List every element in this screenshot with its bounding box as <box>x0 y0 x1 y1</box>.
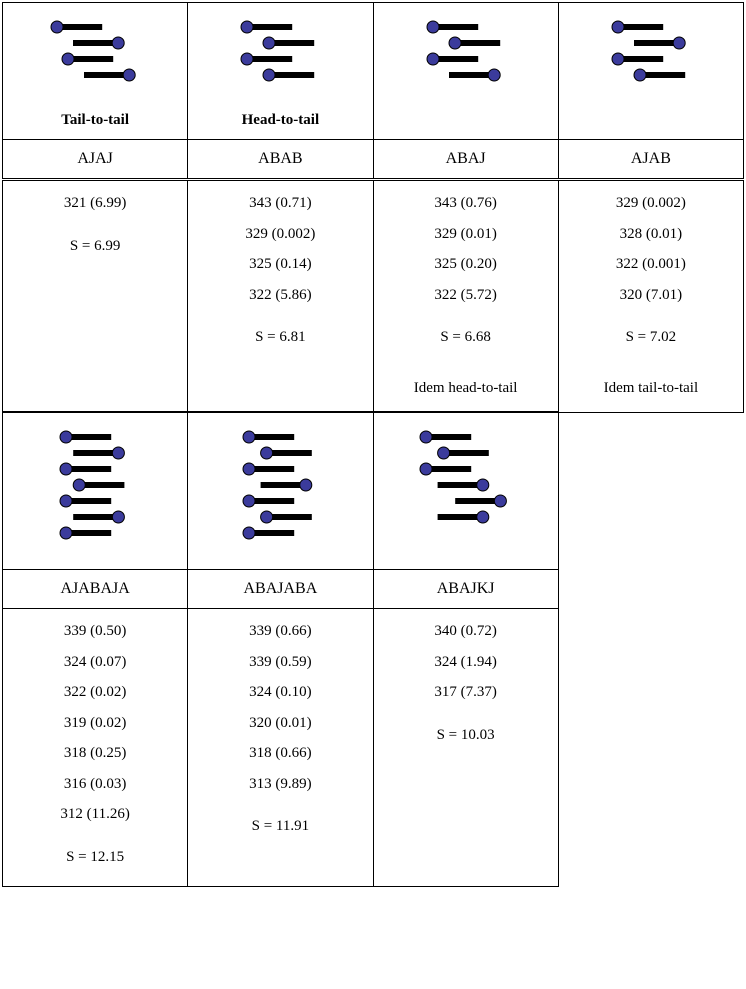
value-line: 324 (0.07) <box>7 654 183 671</box>
value-line: 322 (0.02) <box>7 684 183 701</box>
value-line: 325 (0.14) <box>192 256 368 273</box>
diagram-icon <box>235 423 325 547</box>
diagram-icon <box>52 423 138 547</box>
value-line: 343 (0.76) <box>378 195 554 212</box>
idem-line <box>192 380 368 397</box>
value-line: 328 (0.01) <box>563 226 739 243</box>
idem-line <box>7 289 183 306</box>
data-cell: 339 (0.50) 324 (0.07) 322 (0.02) 319 (0.02)… <box>3 609 188 887</box>
s-line: S = 6.68 <box>378 329 554 346</box>
value-line: 318 (0.66) <box>192 745 368 762</box>
diagram-cell-b2 <box>373 412 558 570</box>
idem-line: Idem head-to-tail <box>378 380 554 397</box>
diagram-icon <box>604 13 698 89</box>
empty-cell <box>558 609 743 887</box>
value-line: 318 (0.25) <box>7 745 183 762</box>
top-code-row: AJAJ ABAB ABAJ AJAB <box>3 140 744 180</box>
bottom-diagram-row <box>3 412 744 570</box>
value-line: 339 (0.50) <box>7 623 183 640</box>
diagram-icon <box>412 423 520 531</box>
s-line: S = 6.81 <box>192 329 368 346</box>
idem-line: Idem tail-to-tail <box>563 380 739 397</box>
code-cell: ABAB <box>188 140 373 180</box>
value-line: 329 (0.002) <box>563 195 739 212</box>
data-cell: 343 (0.76) 329 (0.01) 325 (0.20) 322 (5.72)… <box>373 180 558 413</box>
s-line: S = 6.99 <box>7 238 183 255</box>
diagram-cell-3 <box>558 3 743 140</box>
diagram-icon <box>233 13 327 89</box>
value-line: 320 (7.01) <box>563 287 739 304</box>
data-cell: 339 (0.66) 339 (0.59) 324 (0.10) 320 (0.01)… <box>188 609 373 887</box>
value-line: 343 (0.71) <box>192 195 368 212</box>
diagram-cell-1: Head-to-tail <box>188 3 373 140</box>
top-diagram-row: Tail-to-tail Head-to-tail <box>3 3 744 140</box>
data-cell: 343 (0.71) 329 (0.002) 325 (0.14) 322 (5.86… <box>188 180 373 413</box>
code-cell: AJAB <box>558 140 743 180</box>
value-line: 313 (9.89) <box>192 776 368 793</box>
diagram-cell-0: Tail-to-tail <box>3 3 188 140</box>
value-line: 324 (0.10) <box>192 684 368 701</box>
code-cell: ABAJ <box>373 140 558 180</box>
data-cell: 329 (0.002) 328 (0.01) 322 (0.001) 320 (7.0… <box>558 180 743 413</box>
empty-cell <box>558 412 743 570</box>
value-line: 322 (5.86) <box>192 287 368 304</box>
main-table: Tail-to-tail Head-to-tail AJAJ ABAB ABAJ <box>2 2 744 887</box>
data-cell: 321 (6.99) S = 6.99 <box>3 180 188 413</box>
value-line: 329 (0.01) <box>378 226 554 243</box>
diagram-label: Tail-to-tail <box>61 112 129 133</box>
top-data-row: 321 (6.99) S = 6.99 343 (0.71) 329 (0.002)… <box>3 180 744 413</box>
value-line: 339 (0.66) <box>192 623 368 640</box>
bottom-code-row: AJABAJA ABAJABA ABAJKJ <box>3 570 744 609</box>
value-line: 317 (7.37) <box>378 684 554 701</box>
code-cell: ABAJKJ <box>373 570 558 609</box>
value-line: 321 (6.99) <box>7 195 183 212</box>
value-line: 325 (0.20) <box>378 256 554 273</box>
diagram-cell-2 <box>373 3 558 140</box>
diagram-cell-b1 <box>188 412 373 570</box>
bottom-data-row: 339 (0.50) 324 (0.07) 322 (0.02) 319 (0.02)… <box>3 609 744 887</box>
s-line: S = 11.91 <box>192 818 368 835</box>
value-line: 319 (0.02) <box>7 715 183 732</box>
value-line: 320 (0.01) <box>192 715 368 732</box>
value-line: 339 (0.59) <box>192 654 368 671</box>
diagram-cell-b0 <box>3 412 188 570</box>
code-cell: ABAJABA <box>188 570 373 609</box>
diagram-icon <box>43 13 148 89</box>
diagram-icon <box>419 13 513 89</box>
value-line: 316 (0.03) <box>7 776 183 793</box>
s-line: S = 10.03 <box>378 727 554 744</box>
value-line: 312 (11.26) <box>7 806 183 823</box>
code-cell: AJABAJA <box>3 570 188 609</box>
s-line: S = 7.02 <box>563 329 739 346</box>
value-line: 324 (1.94) <box>378 654 554 671</box>
code-cell: AJAJ <box>3 140 188 180</box>
data-cell: 340 (0.72) 324 (1.94) 317 (7.37) S = 10.03 <box>373 609 558 887</box>
diagram-label: Head-to-tail <box>242 112 319 133</box>
value-line: 329 (0.002) <box>192 226 368 243</box>
value-line: 322 (5.72) <box>378 287 554 304</box>
s-line: S = 12.15 <box>7 849 183 866</box>
value-line: 322 (0.001) <box>563 256 739 273</box>
value-line: 340 (0.72) <box>378 623 554 640</box>
empty-cell <box>558 570 743 609</box>
